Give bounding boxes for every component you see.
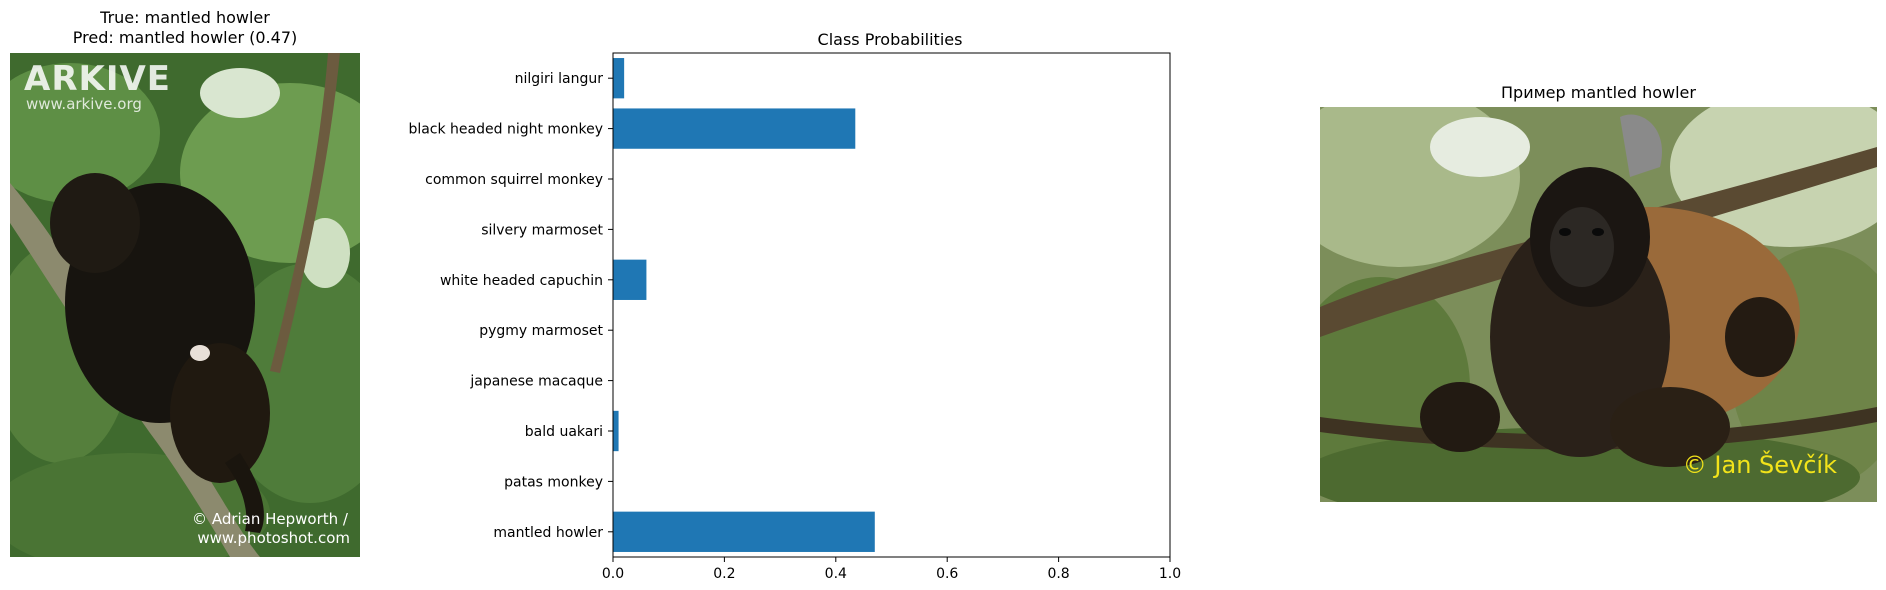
- photo-credit-line2: www.photoshot.com: [197, 529, 350, 547]
- left-monkey-photo: ARKIVE www.arkive.org © Adrian Hepworth …: [10, 53, 360, 557]
- x-tick-label: 0.8: [1047, 566, 1069, 582]
- right-monkey-photo: © Jan Ševčík: [1320, 107, 1877, 502]
- y-tick-label: common squirrel monkey: [425, 172, 603, 188]
- y-tick-label: silvery marmoset: [481, 222, 603, 238]
- x-tick-label: 0.4: [825, 566, 847, 582]
- left-title: True: mantled howler Pred: mantled howle…: [10, 8, 360, 48]
- arkive-logo: ARKIVE: [24, 59, 172, 99]
- x-tick-label: 1.0: [1159, 566, 1181, 582]
- y-tick-label: bald uakari: [525, 424, 603, 440]
- bar-white-headed-capuchin: [613, 259, 647, 300]
- left-title-pred: Pred: mantled howler (0.47): [72, 28, 298, 47]
- bar-nilgiri-langur: [613, 58, 625, 99]
- y-tick-label: japanese macaque: [469, 374, 603, 390]
- y-tick-label: pygmy marmoset: [479, 323, 603, 339]
- y-tick-label: mantled howler: [493, 525, 603, 541]
- arkive-url: www.arkive.org: [26, 95, 142, 113]
- bar-mantled-howler: [613, 511, 875, 552]
- right-title: Пример mantled howler: [1501, 83, 1696, 102]
- photo-credit-line1: © Adrian Hepworth /: [192, 510, 348, 528]
- photo-credit: © Jan Ševčík: [1682, 451, 1837, 479]
- y-tick-label: nilgiri langur: [515, 71, 604, 87]
- x-tick-label: 0.0: [602, 566, 624, 582]
- x-tick-label: 0.2: [713, 566, 735, 582]
- bar-bald-uakari: [613, 410, 619, 452]
- plot-frame: [612, 52, 1171, 558]
- x-tick-label: 0.6: [936, 566, 958, 582]
- y-tick-label: black headed night monkey: [408, 122, 603, 138]
- y-tick-label: patas monkey: [504, 474, 603, 490]
- chart-title: Class Probabilities: [818, 30, 963, 49]
- bar-black-headed-night-monkey: [613, 108, 856, 149]
- y-tick-label: white headed capuchin: [440, 273, 603, 289]
- left-title-true: True: mantled howler: [100, 8, 270, 27]
